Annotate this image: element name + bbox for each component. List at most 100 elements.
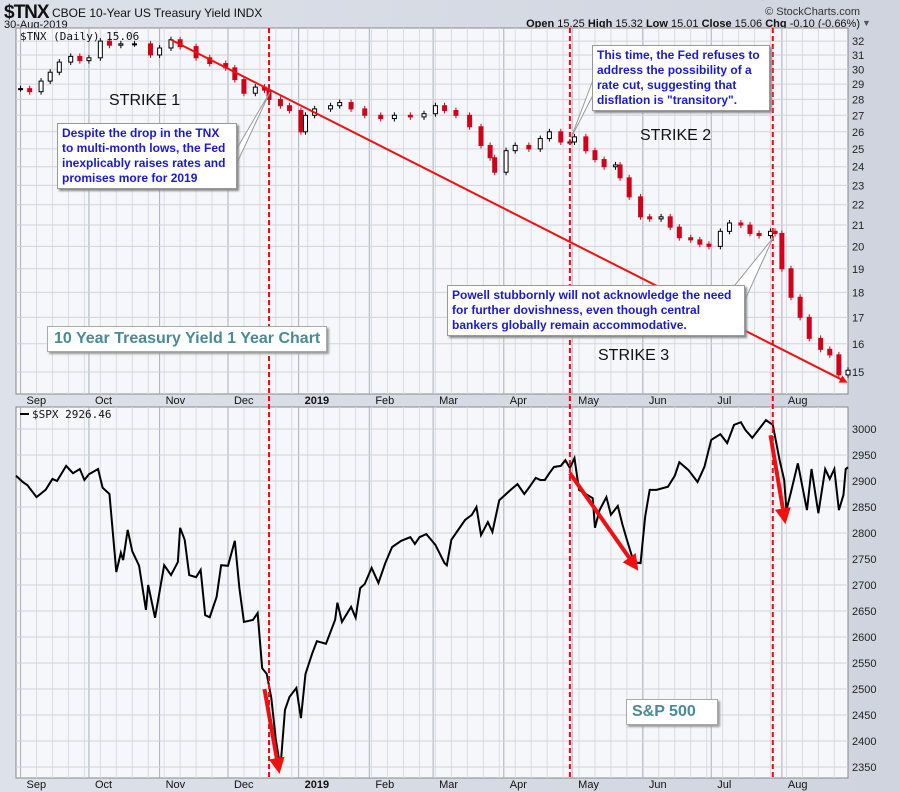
tnx-candle-body (47, 71, 53, 82)
tnx-candle-body (378, 114, 384, 120)
x-tick-label: Aug (788, 395, 808, 407)
spx-red-arrow (262, 688, 285, 774)
spx-line (15, 418, 849, 769)
x-tick-label: Dec (234, 395, 254, 407)
tnx-candle-body (118, 43, 124, 46)
tnx-candle-body (612, 164, 618, 168)
y-tick-label: 2900 (852, 476, 876, 488)
x-tick-label: Jun (649, 779, 667, 791)
y-tick-label: 29 (852, 79, 864, 91)
callout-strike1: Despite the drop in the TNX to multi-mon… (57, 123, 237, 189)
tnx-candle-body (526, 144, 532, 150)
tnx-candle-body (38, 80, 44, 93)
tnx-candle-body (348, 102, 354, 110)
tnx-candle-body (558, 131, 564, 143)
tnx-candle-body (546, 131, 552, 140)
x-tick-label: 2019 (305, 395, 329, 407)
callout-strike2: This time, the Fed refuses to address th… (592, 45, 770, 111)
y-tick-label: 17 (852, 312, 864, 324)
y-tick-label: 22 (852, 200, 864, 212)
tnx-candle-body (157, 47, 163, 56)
tnx-candle-body (391, 114, 397, 120)
y-tick-label: 21 (852, 220, 864, 232)
tnx-candle-body (583, 136, 589, 152)
tnx-candle-body (688, 237, 694, 241)
spx-legend: $SPX 2926.46 (32, 408, 111, 421)
y-tick-label: 15 (852, 367, 864, 379)
panel-1-background (15, 406, 849, 779)
x-tick-label: May (578, 779, 599, 791)
callout-strike3: Powell stubbornly will not acknowledge t… (447, 285, 745, 336)
x-tick-label: Feb (375, 779, 394, 791)
tnx-candle-body (56, 61, 62, 73)
tnx-candle-body (638, 196, 644, 218)
tnx-candle-body (571, 136, 577, 143)
quote-bar: Open 15.25 High 15.32 Low 15.01 Close 15… (526, 18, 860, 30)
tnx-candle-body (592, 150, 598, 161)
symbol-description: CBOE 10-Year US Treasury Yield INDX (52, 6, 263, 20)
chart-title-box: 10 Year Treasury Yield 1 Year Chart (47, 326, 328, 352)
y-tick-label: 27 (852, 110, 864, 122)
x-tick-label: Aug (788, 779, 808, 791)
tnx-candle-body (18, 88, 24, 91)
close-label: Close (701, 18, 732, 30)
tnx-candle-body (797, 296, 803, 318)
y-tick-label: 2600 (852, 632, 876, 644)
x-tick-label: Oct (95, 779, 112, 791)
tnx-candle-body (779, 232, 785, 270)
tnx-candle-body (442, 105, 448, 111)
tnx-candle-body (503, 150, 509, 173)
strike1-label: STRIKE 1 (109, 92, 181, 109)
tnx-candle-body (132, 43, 138, 46)
tnx-candle-body (658, 216, 664, 220)
y-tick-label: 28 (852, 94, 864, 106)
y-tick-label: 20 (852, 241, 864, 253)
y-tick-label: 2950 (852, 450, 876, 462)
x-tick-label: Jul (717, 779, 731, 791)
x-tick-label: Jul (717, 395, 731, 407)
brand-watermark: © StockCharts.com (765, 6, 860, 18)
y-tick-label: 25 (852, 144, 864, 156)
x-tick-label: Sep (27, 779, 47, 791)
y-tick-label: 26 (852, 127, 864, 139)
tnx-candle-body (818, 337, 824, 350)
tnx-candle-body (277, 98, 283, 107)
tnx-candle-body (86, 57, 92, 62)
tnx-candle-body (77, 55, 83, 62)
tnx-candle-body (97, 40, 103, 59)
y-tick-label: 24 (852, 162, 864, 174)
tnx-candle-body (27, 88, 33, 93)
tnx-candle-body (106, 40, 112, 46)
y-tick-label: 2350 (852, 762, 876, 774)
low-value: 15.01 (671, 18, 699, 30)
spx-red-arrow (568, 472, 639, 571)
tnx-candle-body (676, 226, 682, 239)
tnx-candle-body (756, 232, 762, 237)
dropdown-arrow-icon[interactable]: ▼ (862, 18, 871, 28)
y-tick-label: 18 (852, 287, 864, 299)
y-tick-label: 2500 (852, 684, 876, 696)
chg-value: -0.10 (-0.66%) (789, 18, 860, 30)
tnx-candle-body (147, 43, 153, 56)
tnx-candle-body (241, 79, 247, 94)
tnx-candle-body (788, 268, 794, 298)
tnx-candle-body (492, 157, 498, 173)
x-tick-label: Jun (649, 395, 667, 407)
tnx-candle-body (478, 126, 484, 146)
y-tick-label: 2550 (852, 658, 876, 670)
x-tick-label: Oct (95, 395, 112, 407)
y-tick-label: 19 (852, 264, 864, 276)
tnx-candle-body (717, 230, 723, 247)
tnx-legend: $TNX (Daily) 15.06 (20, 30, 139, 43)
tnx-candle-body (667, 216, 673, 228)
tnx-candle-body (432, 105, 438, 115)
tnx-candle-body (298, 109, 304, 133)
x-tick-label: Feb (375, 395, 394, 407)
tnx-candle-body (537, 138, 543, 150)
y-tick-label: 2400 (852, 736, 876, 748)
tnx-candle-body (738, 222, 744, 226)
strike2-label: STRIKE 2 (640, 127, 712, 144)
high-value: 15.32 (615, 18, 643, 30)
high-label: High (587, 18, 613, 30)
